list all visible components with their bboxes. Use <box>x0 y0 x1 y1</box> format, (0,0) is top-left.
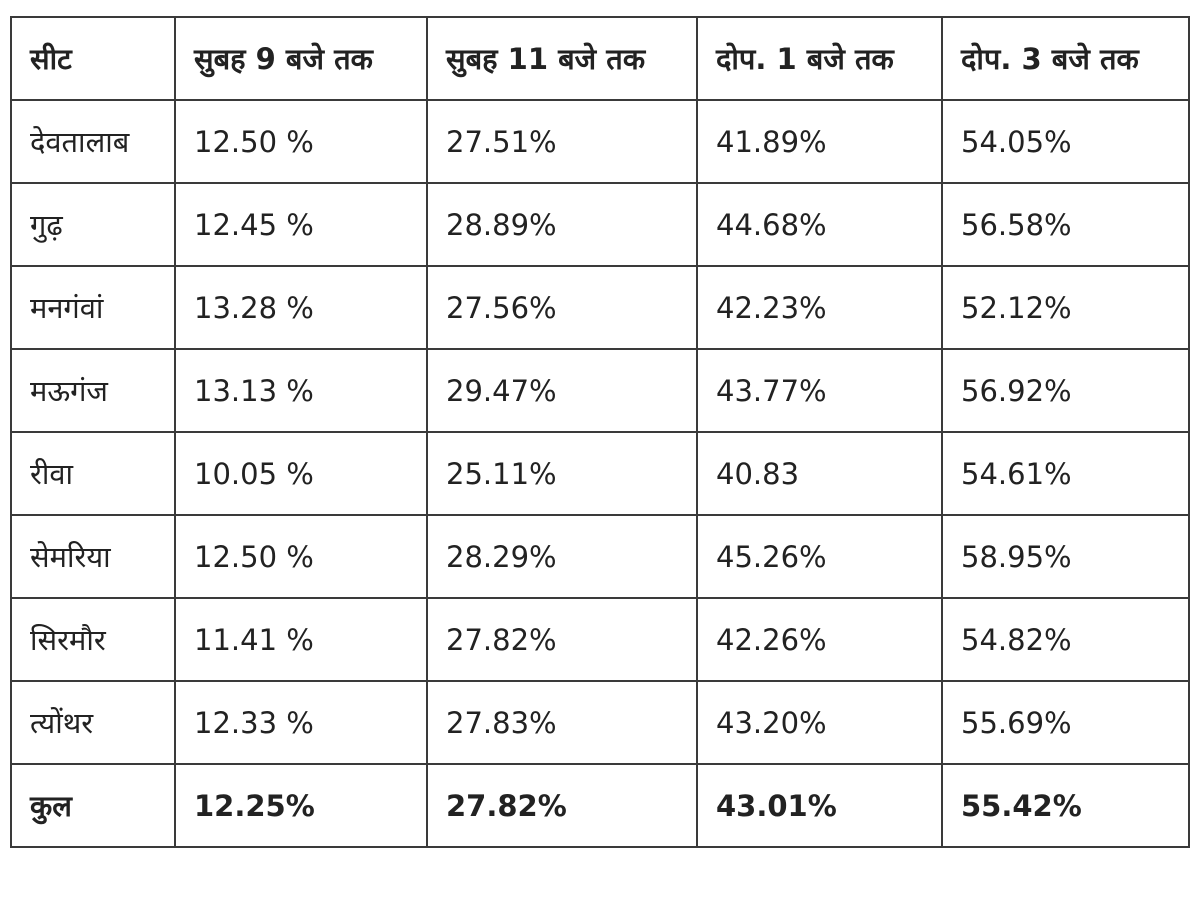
table-row: रीवा 10.05 % 25.11% 40.83 54.61% <box>10 431 1190 516</box>
table-row: देवतालाब 12.50 % 27.51% 41.89% 54.05% <box>10 99 1190 184</box>
value-9am-cell: 12.45 % <box>174 182 428 267</box>
value-11am-cell: 28.29% <box>426 514 698 599</box>
value-9am-cell: 10.05 % <box>174 431 428 516</box>
header-3pm: दोप. 3 बजे तक <box>941 16 1190 101</box>
value-9am-cell: 12.50 % <box>174 99 428 184</box>
value-1pm-cell: 43.77% <box>696 348 943 433</box>
header-9am: सुबह 9 बजे तक <box>174 16 428 101</box>
value-3pm-cell: 54.61% <box>941 431 1190 516</box>
voting-percentage-table: सीट सुबह 9 बजे तक सुबह 11 बजे तक दोप. 1 … <box>10 16 1190 848</box>
value-11am-cell: 29.47% <box>426 348 698 433</box>
value-3pm-cell: 52.12% <box>941 265 1190 350</box>
table-row: मनगंवां 13.28 % 27.56% 42.23% 52.12% <box>10 265 1190 350</box>
value-11am-cell: 27.56% <box>426 265 698 350</box>
value-3pm-cell: 54.05% <box>941 99 1190 184</box>
total-row: कुल 12.25% 27.82% 43.01% 55.42% <box>10 763 1190 848</box>
seat-cell: त्योंथर <box>10 680 176 765</box>
value-1pm-cell: 45.26% <box>696 514 943 599</box>
table-row: सेमरिया 12.50 % 28.29% 45.26% 58.95% <box>10 514 1190 599</box>
value-11am-cell: 28.89% <box>426 182 698 267</box>
header-seat: सीट <box>10 16 176 101</box>
header-11am: सुबह 11 बजे तक <box>426 16 698 101</box>
table-row: त्योंथर 12.33 % 27.83% 43.20% 55.69% <box>10 680 1190 765</box>
total-1pm-cell: 43.01% <box>696 763 943 848</box>
value-9am-cell: 12.33 % <box>174 680 428 765</box>
total-label-cell: कुल <box>10 763 176 848</box>
seat-cell: देवतालाब <box>10 99 176 184</box>
value-1pm-cell: 42.26% <box>696 597 943 682</box>
value-1pm-cell: 41.89% <box>696 99 943 184</box>
value-3pm-cell: 54.82% <box>941 597 1190 682</box>
value-9am-cell: 12.50 % <box>174 514 428 599</box>
value-3pm-cell: 56.92% <box>941 348 1190 433</box>
table-header-row: सीट सुबह 9 बजे तक सुबह 11 बजे तक दोप. 1 … <box>10 16 1190 101</box>
value-9am-cell: 13.13 % <box>174 348 428 433</box>
seat-cell: मऊगंज <box>10 348 176 433</box>
value-3pm-cell: 56.58% <box>941 182 1190 267</box>
seat-cell: सिरमौर <box>10 597 176 682</box>
total-9am-cell: 12.25% <box>174 763 428 848</box>
value-3pm-cell: 55.69% <box>941 680 1190 765</box>
value-11am-cell: 27.51% <box>426 99 698 184</box>
value-11am-cell: 27.82% <box>426 597 698 682</box>
total-11am-cell: 27.82% <box>426 763 698 848</box>
total-3pm-cell: 55.42% <box>941 763 1190 848</box>
table-row: गुढ़ 12.45 % 28.89% 44.68% 56.58% <box>10 182 1190 267</box>
seat-cell: गुढ़ <box>10 182 176 267</box>
value-1pm-cell: 42.23% <box>696 265 943 350</box>
table-row: मऊगंज 13.13 % 29.47% 43.77% 56.92% <box>10 348 1190 433</box>
seat-cell: सेमरिया <box>10 514 176 599</box>
header-1pm: दोप. 1 बजे तक <box>696 16 943 101</box>
value-1pm-cell: 40.83 <box>696 431 943 516</box>
value-9am-cell: 11.41 % <box>174 597 428 682</box>
seat-cell: रीवा <box>10 431 176 516</box>
value-11am-cell: 25.11% <box>426 431 698 516</box>
value-9am-cell: 13.28 % <box>174 265 428 350</box>
seat-cell: मनगंवां <box>10 265 176 350</box>
value-1pm-cell: 44.68% <box>696 182 943 267</box>
value-1pm-cell: 43.20% <box>696 680 943 765</box>
value-11am-cell: 27.83% <box>426 680 698 765</box>
table-row: सिरमौर 11.41 % 27.82% 42.26% 54.82% <box>10 597 1190 682</box>
value-3pm-cell: 58.95% <box>941 514 1190 599</box>
